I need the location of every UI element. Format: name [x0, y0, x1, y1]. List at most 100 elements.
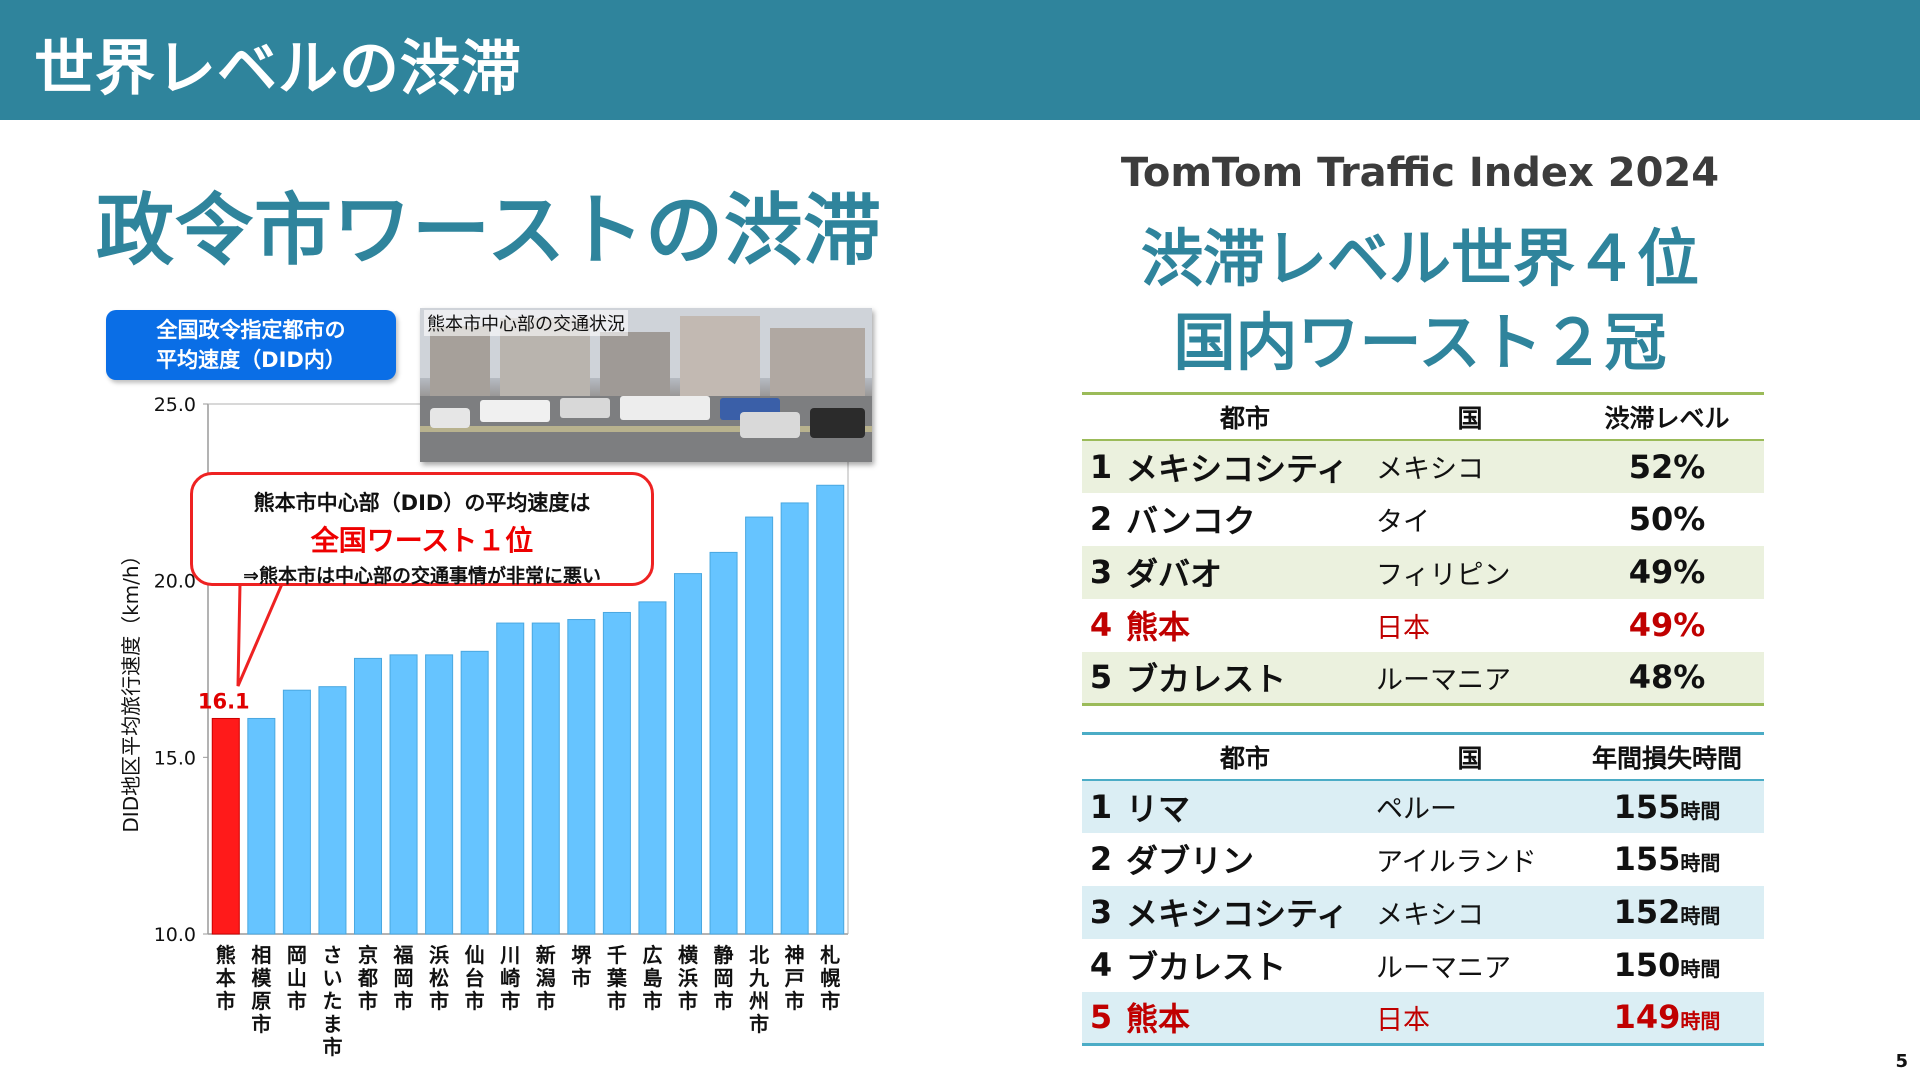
bar-5: [389, 654, 418, 935]
bar-10: [567, 619, 596, 935]
rank-cell: 5: [1089, 658, 1113, 697]
table-row-highlight: 5 熊本 日本 149時間: [1082, 991, 1764, 1045]
rank-cell: 3: [1089, 553, 1113, 591]
hours-unit: 時間: [1680, 904, 1721, 928]
callout-highlight: 全国ワースト１位: [310, 524, 534, 557]
table-row-highlight: 4 熊本 日本 49%: [1082, 599, 1764, 652]
city-cell: リマ: [1126, 789, 1191, 828]
traffic-photo: 熊本市中心部の交通状況: [420, 308, 872, 462]
bar-1: [247, 717, 276, 935]
x-tick-label: 岡山市: [287, 943, 307, 1013]
bar-0: [211, 717, 240, 935]
hours-value: 155: [1613, 840, 1681, 878]
country-cell: ペルー: [1376, 794, 1457, 825]
callout-line3: ⇒熊本市は中心部の交通事情が非常に悪い: [243, 565, 601, 587]
x-tick-label: 横浜市: [678, 943, 699, 1013]
header-time-loss: 年間損失時間: [1591, 743, 1742, 773]
x-tick-label: さいたま市: [322, 943, 342, 1059]
value-cell: 50%: [1628, 500, 1706, 538]
city-cell: ブカレスト: [1126, 948, 1287, 986]
x-tick-label: 千葉市: [606, 943, 628, 1013]
section-title: 政令市ワーストの渋滞: [96, 186, 883, 276]
value-cell: 155時間: [1570, 780, 1764, 833]
country-cell: ルーマニア: [1376, 664, 1511, 696]
bar-8: [496, 622, 525, 935]
header-rank: [1082, 394, 1120, 440]
value-cell: 48%: [1628, 658, 1706, 697]
y-tick-label: 15.0: [154, 747, 196, 769]
x-tick-label: 広島市: [642, 943, 662, 1013]
hours-value: 150: [1613, 946, 1681, 984]
slide-title: 世界レベルの渋滞: [34, 34, 522, 104]
headline-1: 渋滞レベル世界４位: [1140, 222, 1699, 295]
country-cell: 日本: [1376, 612, 1430, 644]
rank-cell: 3: [1089, 893, 1113, 931]
table-row: 3 メキシコシティ メキシコ 152時間: [1082, 885, 1764, 939]
hours-unit: 時間: [1680, 1009, 1721, 1034]
header-country: 国: [1457, 743, 1483, 773]
bar-6: [425, 654, 454, 935]
table-row: 1 リマ ペルー 155時間: [1082, 779, 1764, 833]
x-tick-label: 京都市: [357, 943, 378, 1013]
header-congestion: 渋滞レベル: [1604, 403, 1730, 433]
city-cell: メキシコシティ: [1126, 449, 1349, 488]
x-tick-label: 札幌市: [819, 943, 840, 1013]
city-cell: ダブリン: [1126, 842, 1255, 880]
y-tick-label: 25.0: [154, 394, 196, 416]
country-cell: ルーマニア: [1376, 952, 1511, 984]
value-cell: 150時間: [1570, 939, 1764, 992]
city-cell: 熊本: [1126, 1000, 1191, 1039]
value-cell: 152時間: [1570, 886, 1764, 939]
x-tick-label: 川崎市: [499, 943, 520, 1013]
table-row: 2 バンコク タイ 50%: [1082, 493, 1764, 546]
country-cell: タイ: [1376, 506, 1430, 538]
bar-15: [745, 516, 774, 935]
country-cell: メキシコ: [1376, 899, 1484, 931]
header-city: 都市: [1219, 403, 1270, 433]
x-tick-label: 神戸市: [785, 943, 805, 1013]
header-rank: [1082, 734, 1120, 780]
rank-cell: 2: [1089, 840, 1113, 878]
index-subtitle: TomTom Traffic Index 2024: [1120, 150, 1720, 196]
bar-14: [709, 551, 738, 935]
bar-17: [816, 484, 845, 935]
rank-cell: 4: [1089, 606, 1113, 644]
y-tick-label: 20.0: [154, 571, 196, 593]
country-cell: メキシコ: [1376, 454, 1484, 485]
x-tick-label: 熊本市: [216, 943, 236, 1013]
bar-9: [531, 622, 560, 935]
hours-unit: 時間: [1680, 851, 1721, 875]
table-row: 1 メキシコシティ メキシコ 52%: [1082, 439, 1764, 493]
hours-unit: 時間: [1680, 957, 1721, 981]
header-city: 都市: [1219, 743, 1270, 773]
rank-cell: 1: [1089, 447, 1113, 486]
header-country: 国: [1457, 403, 1483, 433]
table-row: 5 ブカレスト ルーマニア 48%: [1082, 651, 1764, 705]
rank-cell: 5: [1089, 998, 1113, 1037]
legend-label: 全国政令指定都市の 平均速度（DID内）: [156, 318, 346, 372]
hours-value: 155: [1613, 787, 1681, 826]
value-cell: 49%: [1628, 606, 1706, 644]
x-tick-label: 静岡市: [714, 943, 734, 1013]
callout-pointer: [236, 582, 285, 687]
table-row: 3 ダバオ フィリピン 49%: [1082, 545, 1764, 599]
x-tick-label: 浜松市: [429, 943, 449, 1013]
city-cell: ブカレスト: [1126, 660, 1287, 699]
page-number: 5: [1895, 1051, 1908, 1072]
bar-11: [602, 611, 631, 935]
rank-cell: 2: [1089, 500, 1113, 538]
country-cell: フィリピン: [1376, 559, 1511, 591]
value-cell: 149時間: [1570, 992, 1764, 1045]
bar-13: [673, 573, 703, 935]
value-cell: 49%: [1628, 553, 1706, 591]
hours-unit: 時間: [1680, 798, 1721, 823]
bar-7: [460, 650, 489, 935]
value-cell: 155時間: [1570, 833, 1764, 886]
congestion-level-table: 都市 国 渋滞レベル 1 メキシコシティ メキシコ 52% 2 バンコク タイ …: [1082, 392, 1764, 706]
headline-2: 国内ワースト２冠: [1173, 306, 1667, 379]
city-cell: メキシコシティ: [1126, 895, 1349, 933]
x-tick-label: 福岡市: [393, 943, 414, 1013]
x-tick-label: 堺市: [571, 943, 592, 990]
table-header-row: 都市 国 年間損失時間: [1082, 734, 1764, 780]
